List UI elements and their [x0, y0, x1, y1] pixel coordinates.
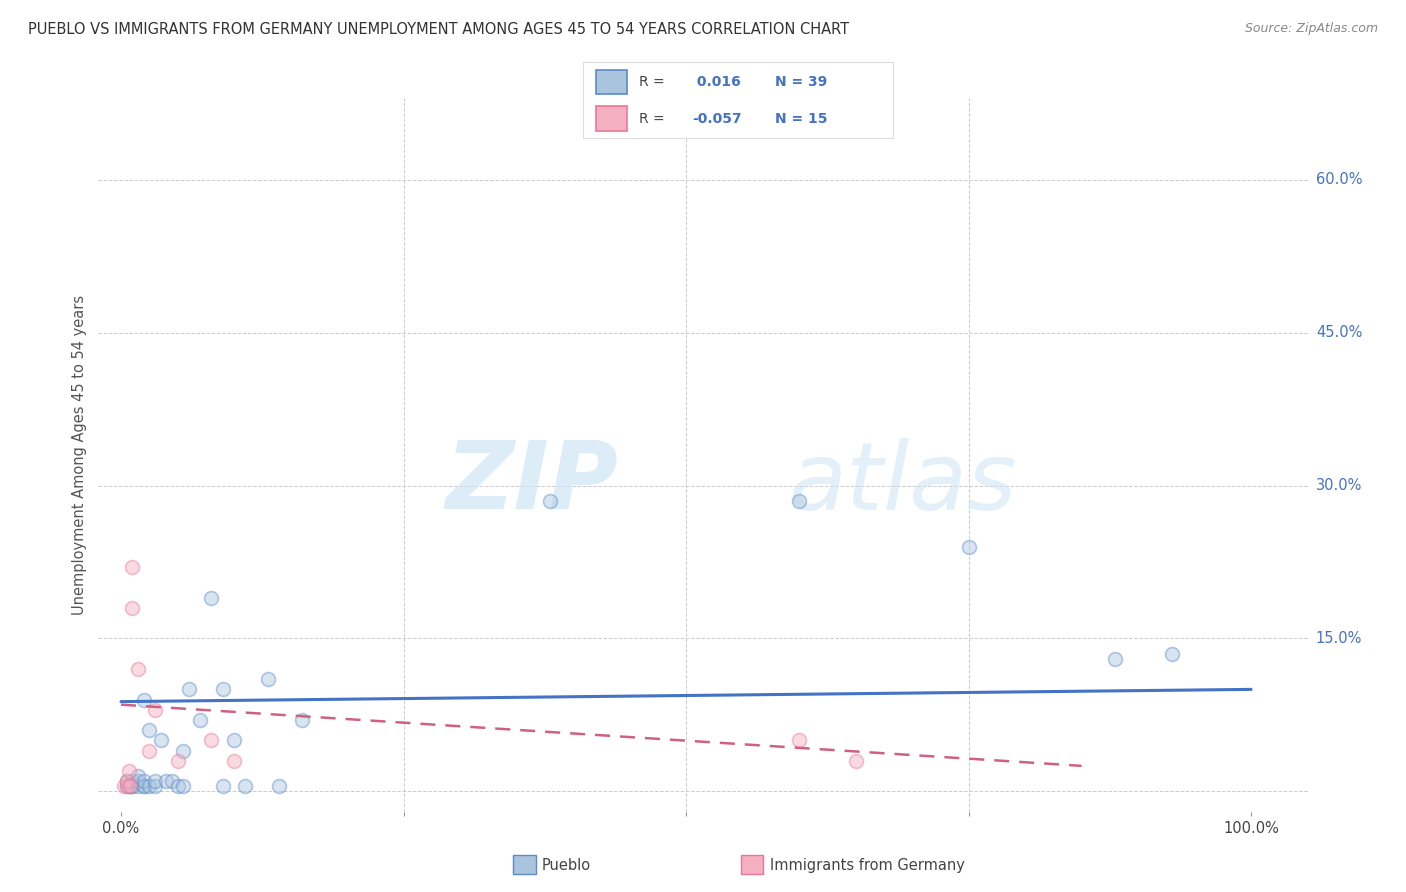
Point	[200, 591, 222, 605]
Point	[127, 662, 149, 676]
Point	[166, 779, 188, 793]
Point	[143, 703, 166, 717]
Point	[957, 540, 980, 554]
Point	[200, 733, 222, 747]
Bar	[596, 70, 627, 95]
Point	[233, 779, 256, 793]
Point	[143, 779, 166, 793]
Point	[121, 779, 143, 793]
Point	[787, 493, 810, 508]
Point	[222, 733, 245, 747]
Y-axis label: Unemployment Among Ages 45 to 54 years: Unemployment Among Ages 45 to 54 years	[72, 295, 87, 615]
Point	[112, 779, 135, 793]
Text: 60.0%: 60.0%	[1316, 172, 1362, 187]
Point	[120, 779, 142, 793]
Point	[132, 779, 155, 793]
Text: atlas: atlas	[787, 438, 1017, 529]
Point	[172, 779, 194, 793]
Point	[845, 754, 868, 768]
Point	[120, 779, 142, 793]
Point	[121, 560, 143, 574]
Point	[166, 754, 188, 768]
Point	[118, 779, 141, 793]
Point	[538, 493, 561, 508]
Point	[121, 779, 143, 793]
Point	[132, 779, 155, 793]
Point	[211, 779, 233, 793]
Text: N = 39: N = 39	[775, 75, 828, 89]
Text: PUEBLO VS IMMIGRANTS FROM GERMANY UNEMPLOYMENT AMONG AGES 45 TO 54 YEARS CORRELA: PUEBLO VS IMMIGRANTS FROM GERMANY UNEMPL…	[28, 22, 849, 37]
Point	[115, 774, 138, 789]
Point	[121, 774, 143, 789]
Point	[138, 779, 160, 793]
Point	[1104, 652, 1126, 666]
Text: 15.0%: 15.0%	[1316, 631, 1362, 646]
Point	[127, 779, 149, 793]
Text: -0.057: -0.057	[692, 112, 741, 126]
Point	[160, 774, 183, 789]
Text: R =: R =	[640, 112, 665, 126]
Text: N = 15: N = 15	[775, 112, 828, 126]
Point	[132, 692, 155, 706]
Point	[115, 774, 138, 789]
Point	[257, 672, 280, 686]
Point	[143, 774, 166, 789]
Point	[127, 774, 149, 789]
Point	[149, 733, 172, 747]
Point	[211, 682, 233, 697]
Point	[155, 774, 177, 789]
Point	[118, 764, 141, 778]
Text: Source: ZipAtlas.com: Source: ZipAtlas.com	[1244, 22, 1378, 36]
Point	[138, 723, 160, 738]
Point	[188, 713, 211, 727]
Point	[787, 733, 810, 747]
Text: 30.0%: 30.0%	[1316, 478, 1362, 493]
Point	[269, 779, 291, 793]
Text: ZIP: ZIP	[446, 437, 619, 530]
Point	[115, 779, 138, 793]
Point	[291, 713, 314, 727]
Point	[127, 769, 149, 783]
Point	[138, 743, 160, 757]
Text: R =: R =	[640, 75, 665, 89]
Point	[115, 779, 138, 793]
Point	[132, 774, 155, 789]
Text: 0.016: 0.016	[692, 75, 741, 89]
Point	[121, 600, 143, 615]
Point	[172, 743, 194, 757]
Point	[222, 754, 245, 768]
Text: Pueblo: Pueblo	[541, 858, 591, 872]
Point	[177, 682, 200, 697]
Text: 45.0%: 45.0%	[1316, 325, 1362, 340]
Bar	[596, 106, 627, 130]
Point	[1161, 647, 1184, 661]
Text: Immigrants from Germany: Immigrants from Germany	[770, 858, 966, 872]
